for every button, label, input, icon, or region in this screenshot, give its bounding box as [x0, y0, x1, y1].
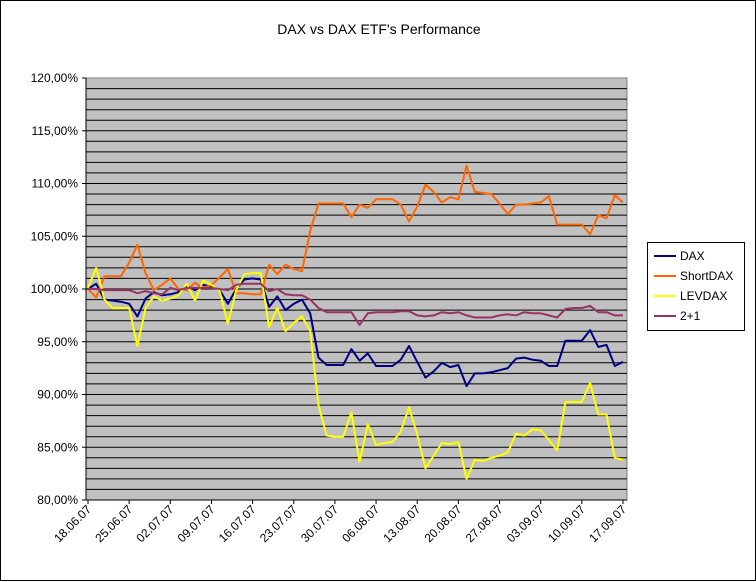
legend-item-levdax: LEVDAX	[648, 287, 744, 307]
x-tick-label: 09.07.07	[175, 502, 218, 545]
axis-layer	[82, 77, 627, 504]
legend-item-shortdax: ShortDAX	[648, 267, 744, 287]
x-tick-label: 03.09.07	[504, 502, 547, 545]
x-tick-labels: 18.06.0725.06.0702.07.0709.07.0716.07.07…	[51, 502, 629, 545]
y-tick-label: 115,00%	[32, 124, 79, 138]
x-tick-label: 13.08.07	[380, 502, 423, 545]
legend-label-dax: DAX	[680, 249, 705, 263]
series-layer	[87, 164, 624, 480]
chart-legend: DAX ShortDAX LEVDAX 2+1	[647, 242, 745, 331]
grid-layer	[86, 88, 627, 490]
x-tick-label: 20.08.07	[422, 502, 465, 545]
y-tick-label: 110,00%	[32, 177, 79, 191]
series-line-dax	[87, 277, 624, 388]
x-tick-label: 27.08.07	[463, 502, 506, 545]
legend-item-dax: DAX	[648, 247, 744, 267]
y-tick-label: 85,00%	[37, 440, 78, 454]
y-tick-labels: 80,00% 85,00% 90,00% 95,00% 100,00% 105,00% 11…	[31, 71, 79, 507]
x-tick-label: 23.07.07	[257, 502, 300, 545]
legend-swatch-2plus1	[654, 315, 676, 317]
x-tick-label: 25.06.07	[92, 502, 135, 545]
series-line-levdax	[87, 266, 624, 480]
y-tick-label: 100,00%	[31, 282, 79, 296]
x-tick-label: 10.09.07	[545, 502, 588, 545]
legend-swatch-dax	[654, 255, 676, 257]
chart-title: DAX vs DAX ETF's Performance	[277, 21, 481, 37]
legend-label-levdax: LEVDAX	[680, 289, 728, 303]
legend-label-shortdax: ShortDAX	[680, 269, 734, 283]
y-tick-label: 95,00%	[37, 335, 78, 349]
legend-label-2plus1: 2+1	[680, 309, 701, 323]
series-line-shortdax	[87, 164, 624, 299]
y-tick-label: 120,00%	[31, 71, 79, 85]
x-tick-label: 30.07.07	[298, 502, 341, 545]
x-tick-label: 18.06.07	[51, 502, 94, 545]
y-tick-label: 105,00%	[31, 229, 79, 243]
x-tick-label: 02.07.07	[133, 502, 176, 545]
legend-swatch-shortdax	[654, 275, 676, 277]
legend-item-2plus1: 2+1	[648, 307, 744, 327]
legend-swatch-levdax	[654, 295, 676, 297]
y-tick-label: 90,00%	[37, 388, 78, 402]
x-tick-label: 17.09.07	[586, 502, 629, 545]
y-tick-label: 80,00%	[37, 493, 78, 507]
x-tick-label: 06.08.07	[339, 502, 382, 545]
x-tick-label: 16.07.07	[216, 502, 259, 545]
series-line-2plus1	[88, 282, 623, 326]
